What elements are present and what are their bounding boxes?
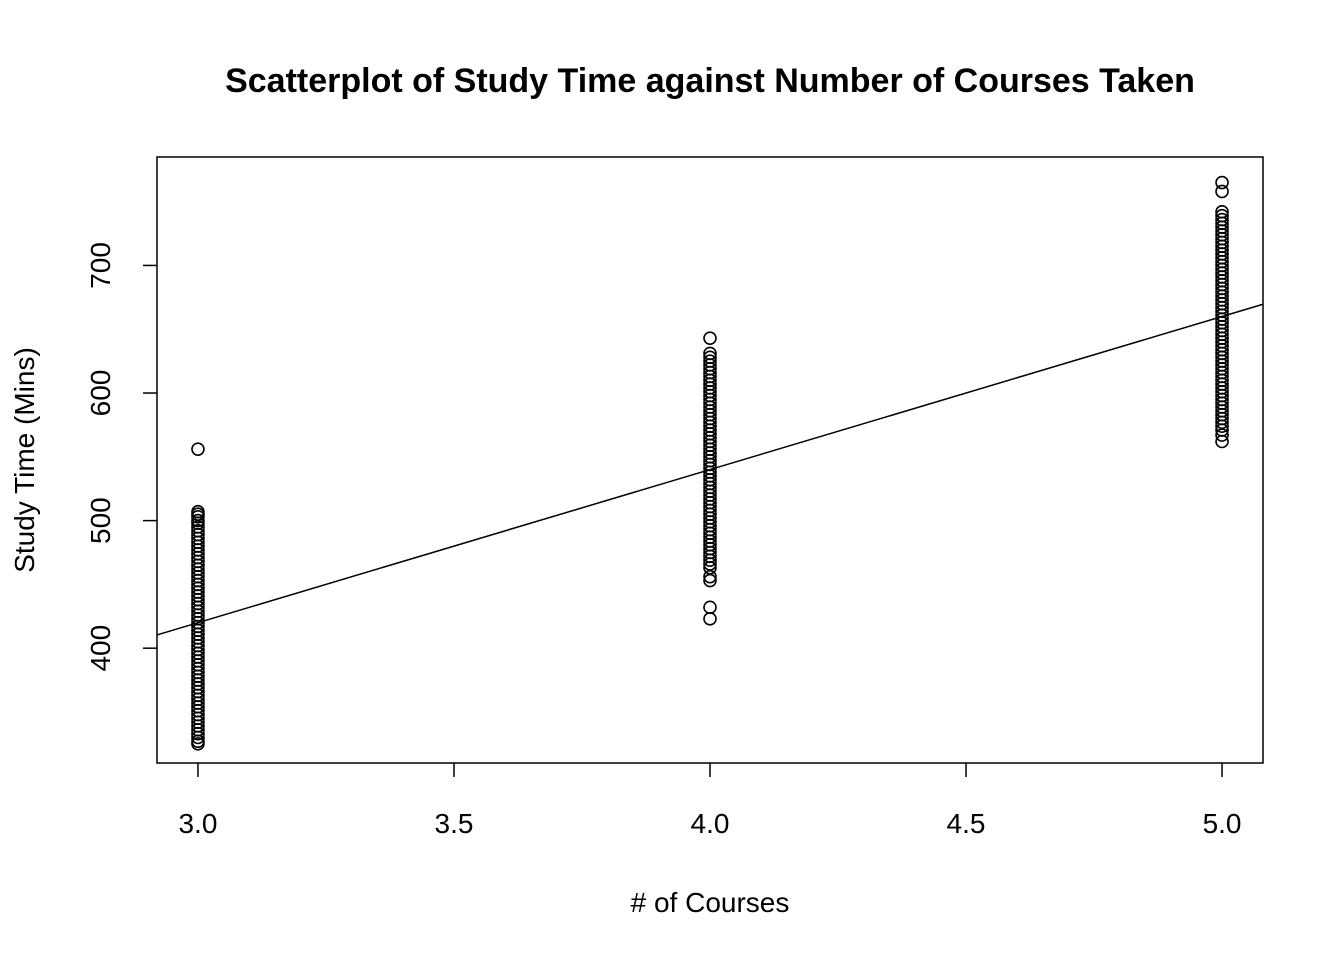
y-axis-label: Study Time (Mins): [9, 347, 40, 573]
data-point: [191, 726, 205, 741]
series-x-3: [191, 442, 205, 751]
y-tick-label: 400: [85, 625, 116, 672]
x-tick-label: 3.0: [178, 808, 217, 839]
x-tick-label: 3.5: [435, 808, 474, 839]
data-point: [703, 331, 717, 345]
plot-area: [156, 175, 1264, 751]
data-point: [1215, 434, 1229, 449]
data-point: [1215, 175, 1229, 190]
y-tick-label: 700: [85, 242, 116, 289]
data-point: [1215, 419, 1229, 433]
y-tick-label: 600: [85, 370, 116, 417]
y-tick-label: 500: [85, 497, 116, 544]
regression-line: [156, 303, 1264, 636]
x-tick-label: 4.0: [691, 808, 730, 839]
data-point: [703, 569, 717, 584]
chart-title: Scatterplot of Study Time against Number…: [225, 62, 1195, 100]
x-axis-label: # of Courses: [631, 887, 790, 918]
data-point: [191, 737, 205, 751]
x-tick-label: 5.0: [1203, 808, 1242, 839]
x-tick-label: 4.5: [947, 808, 986, 839]
data-point: [1215, 184, 1229, 199]
data-point: [191, 442, 205, 456]
data-point: [1215, 428, 1229, 442]
series-x-4: [703, 331, 717, 626]
data-point: [703, 553, 717, 567]
data-point: [703, 573, 717, 588]
data-point: [703, 612, 717, 626]
data-point: [191, 730, 205, 745]
series-x-5: [1215, 175, 1229, 449]
data-point: [191, 509, 205, 524]
